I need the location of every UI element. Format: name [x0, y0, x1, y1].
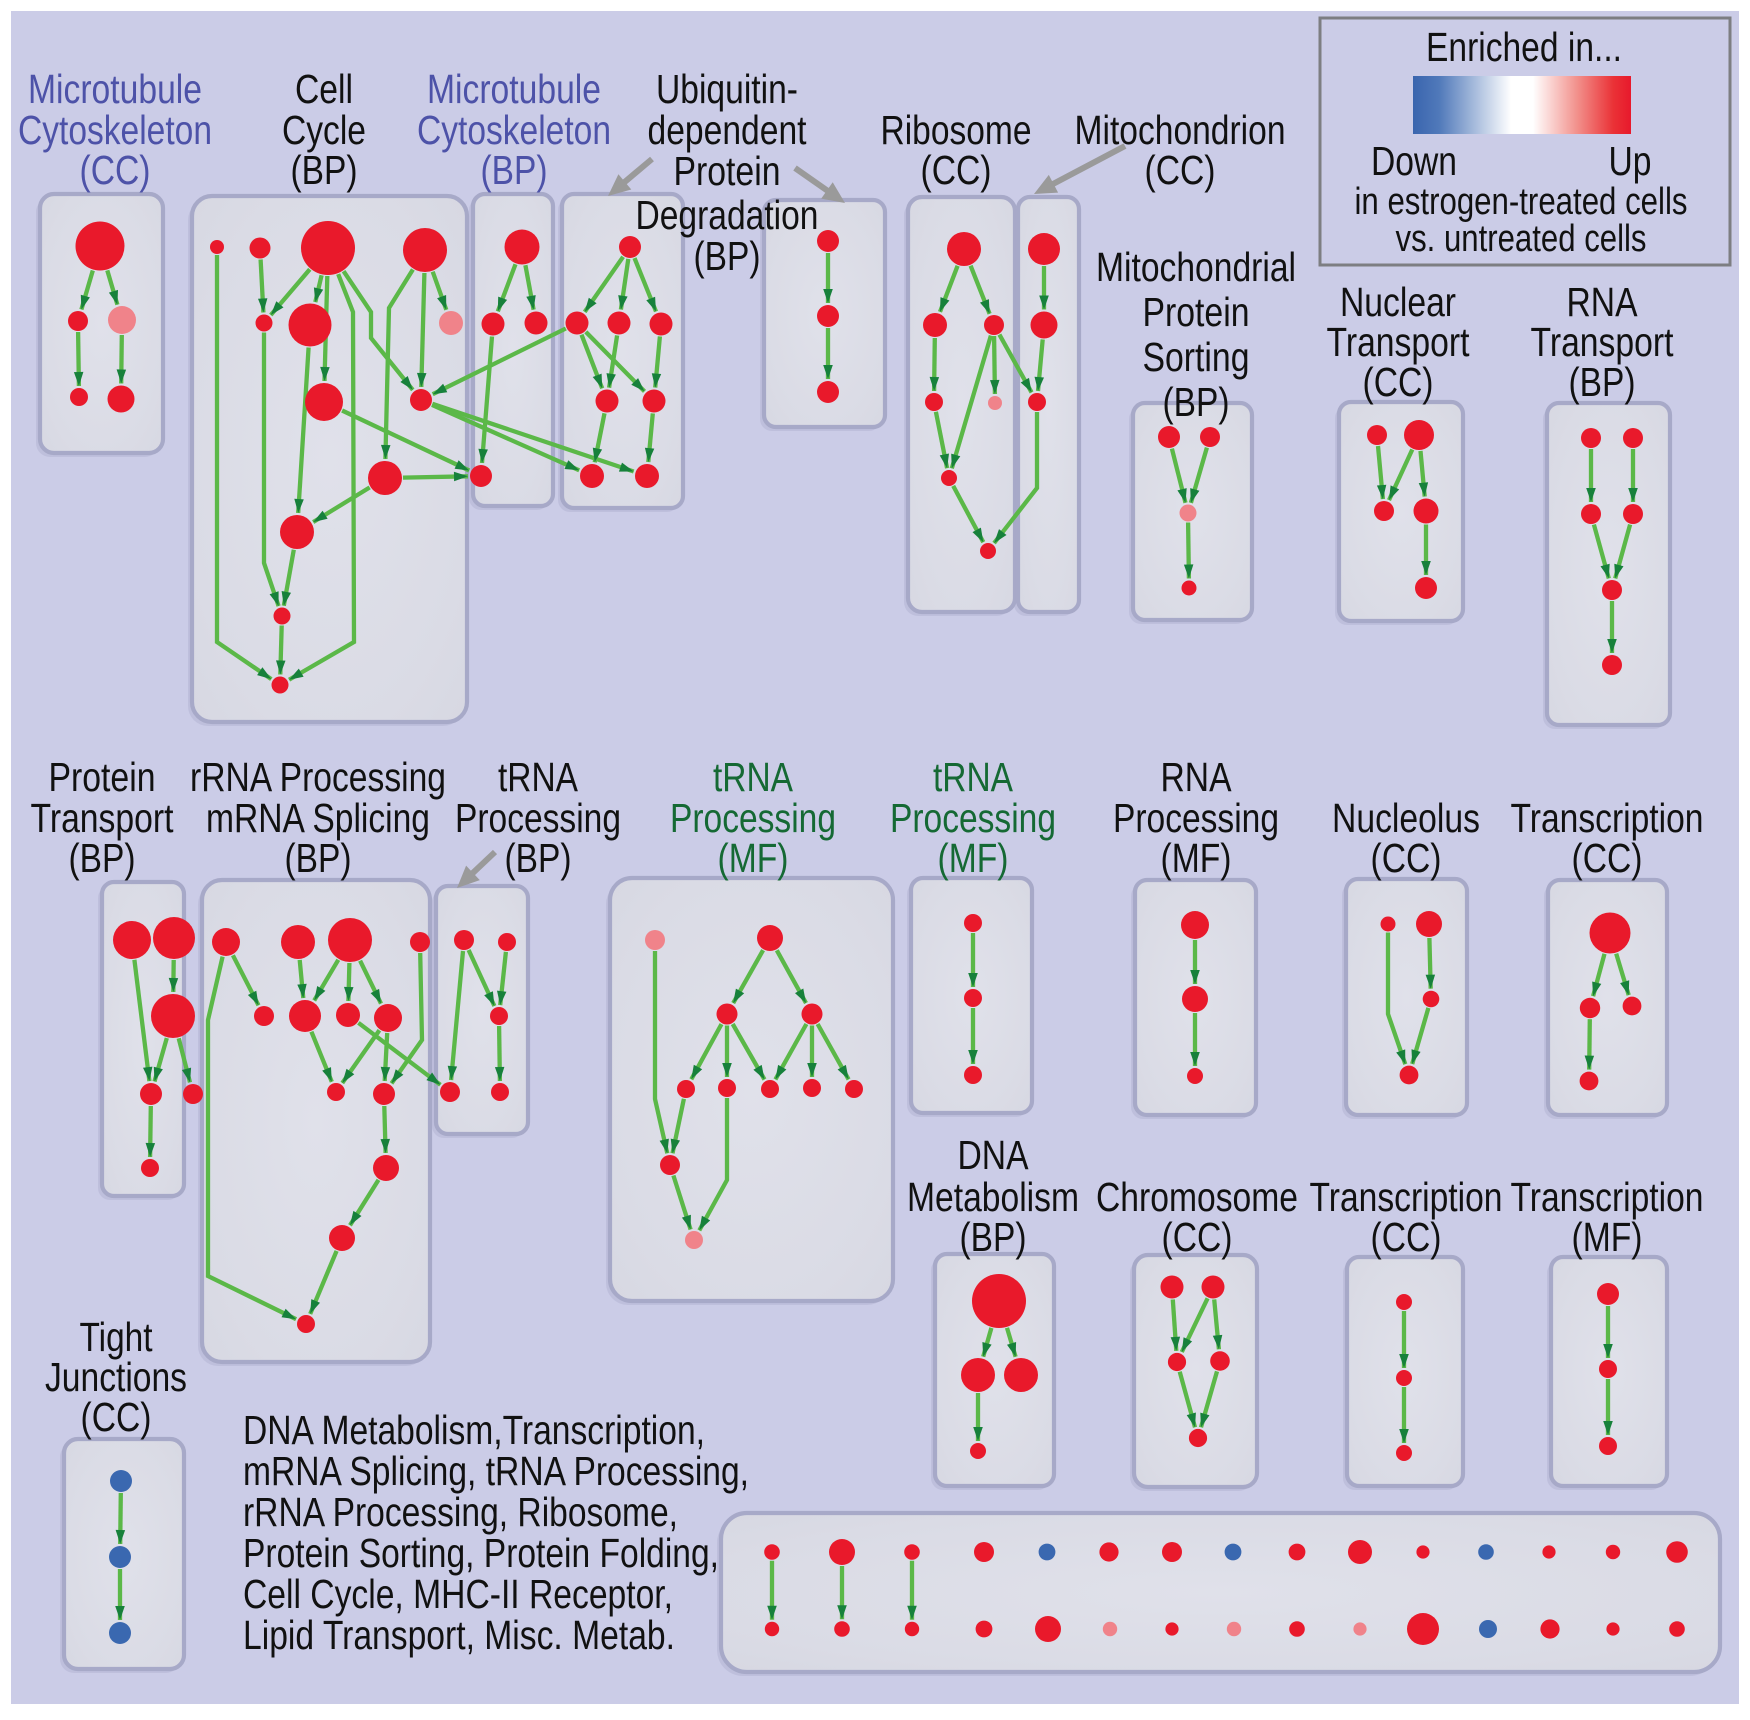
svg-text:dependent: dependent	[648, 107, 807, 153]
svg-text:vs. untreated cells: vs. untreated cells	[1396, 218, 1647, 260]
svg-text:Tight: Tight	[80, 1314, 153, 1360]
svg-text:Sorting: Sorting	[1143, 334, 1250, 380]
svg-text:Lipid Transport, Misc. Metab.: Lipid Transport, Misc. Metab.	[243, 1612, 675, 1658]
svg-text:Degradation: Degradation	[636, 192, 819, 238]
svg-text:Microtubule: Microtubule	[28, 66, 202, 112]
svg-text:Processing: Processing	[455, 795, 621, 841]
svg-text:Metabolism: Metabolism	[907, 1174, 1079, 1220]
svg-text:DNA: DNA	[958, 1132, 1030, 1178]
svg-text:(CC): (CC)	[1363, 359, 1434, 405]
svg-text:Cycle: Cycle	[282, 107, 366, 153]
svg-text:Chromosome: Chromosome	[1096, 1174, 1298, 1220]
svg-text:(CC): (CC)	[1145, 147, 1216, 193]
svg-text:Mitochondrial: Mitochondrial	[1096, 244, 1296, 290]
svg-text:(BP): (BP)	[291, 147, 358, 193]
svg-text:Down: Down	[1371, 138, 1457, 184]
svg-text:(BP): (BP)	[481, 147, 548, 193]
svg-text:(BP): (BP)	[694, 233, 761, 279]
svg-text:Processing: Processing	[1113, 795, 1279, 841]
svg-text:(MF): (MF)	[718, 835, 789, 881]
svg-text:Microtubule: Microtubule	[427, 66, 601, 112]
svg-text:Protein: Protein	[674, 148, 781, 194]
svg-text:rRNA Processing: rRNA Processing	[190, 754, 446, 800]
svg-text:(MF): (MF)	[1572, 1214, 1643, 1260]
svg-text:Processing: Processing	[890, 795, 1056, 841]
svg-text:(MF): (MF)	[938, 835, 1009, 881]
svg-text:Up: Up	[1609, 138, 1652, 184]
svg-text:(BP): (BP)	[960, 1214, 1027, 1260]
svg-text:Ribosome: Ribosome	[881, 107, 1032, 153]
svg-text:(CC): (CC)	[80, 147, 151, 193]
svg-text:(CC): (CC)	[81, 1394, 152, 1440]
svg-text:RNA: RNA	[1567, 279, 1639, 325]
svg-text:(BP): (BP)	[285, 835, 352, 881]
svg-text:Processing: Processing	[670, 795, 836, 841]
svg-text:Protein Sorting, Protein Foldi: Protein Sorting, Protein Folding,	[243, 1530, 719, 1576]
svg-text:tRNA: tRNA	[713, 754, 794, 800]
svg-text:Transport: Transport	[1531, 319, 1674, 365]
svg-text:RNA: RNA	[1161, 754, 1233, 800]
svg-text:in estrogen-treated cells: in estrogen-treated cells	[1355, 181, 1688, 223]
svg-text:(CC): (CC)	[1162, 1214, 1233, 1260]
svg-text:(CC): (CC)	[921, 147, 992, 193]
svg-text:Protein: Protein	[49, 754, 156, 800]
svg-text:Junctions: Junctions	[45, 1354, 187, 1400]
svg-text:Transcription: Transcription	[1511, 795, 1704, 841]
svg-text:Nucleolus: Nucleolus	[1332, 795, 1480, 841]
svg-text:mRNA Splicing, tRNA Processing: mRNA Splicing, tRNA Processing,	[243, 1448, 749, 1494]
svg-text:Transport: Transport	[1327, 319, 1470, 365]
svg-text:Transcription: Transcription	[1310, 1174, 1503, 1220]
svg-text:Cytoskeleton: Cytoskeleton	[18, 107, 212, 153]
svg-text:(BP): (BP)	[69, 835, 136, 881]
svg-text:(MF): (MF)	[1161, 835, 1232, 881]
svg-text:Transport: Transport	[31, 795, 174, 841]
svg-text:(CC): (CC)	[1371, 1214, 1442, 1260]
svg-text:tRNA: tRNA	[933, 754, 1014, 800]
svg-text:(BP): (BP)	[1163, 379, 1230, 425]
svg-text:(CC): (CC)	[1572, 835, 1643, 881]
svg-text:Cytoskeleton: Cytoskeleton	[417, 107, 611, 153]
svg-text:DNA Metabolism,Transcription,: DNA Metabolism,Transcription,	[243, 1407, 705, 1453]
svg-text:(BP): (BP)	[505, 835, 572, 881]
svg-text:tRNA: tRNA	[498, 754, 579, 800]
svg-text:Ubiquitin-: Ubiquitin-	[656, 66, 798, 112]
svg-text:rRNA Processing, Ribosome,: rRNA Processing, Ribosome,	[243, 1489, 678, 1535]
svg-text:Protein: Protein	[1143, 289, 1250, 335]
svg-text:(CC): (CC)	[1371, 835, 1442, 881]
svg-text:Enriched in...: Enriched in...	[1426, 24, 1622, 70]
svg-text:(BP): (BP)	[1569, 359, 1636, 405]
svg-text:Cell: Cell	[295, 66, 353, 112]
svg-text:Mitochondrion: Mitochondrion	[1075, 107, 1286, 153]
svg-text:mRNA Splicing: mRNA Splicing	[206, 795, 430, 841]
svg-text:Cell Cycle, MHC-II Receptor,: Cell Cycle, MHC-II Receptor,	[243, 1571, 673, 1617]
svg-text:Nuclear: Nuclear	[1340, 279, 1456, 325]
svg-text:Transcription: Transcription	[1511, 1174, 1704, 1220]
